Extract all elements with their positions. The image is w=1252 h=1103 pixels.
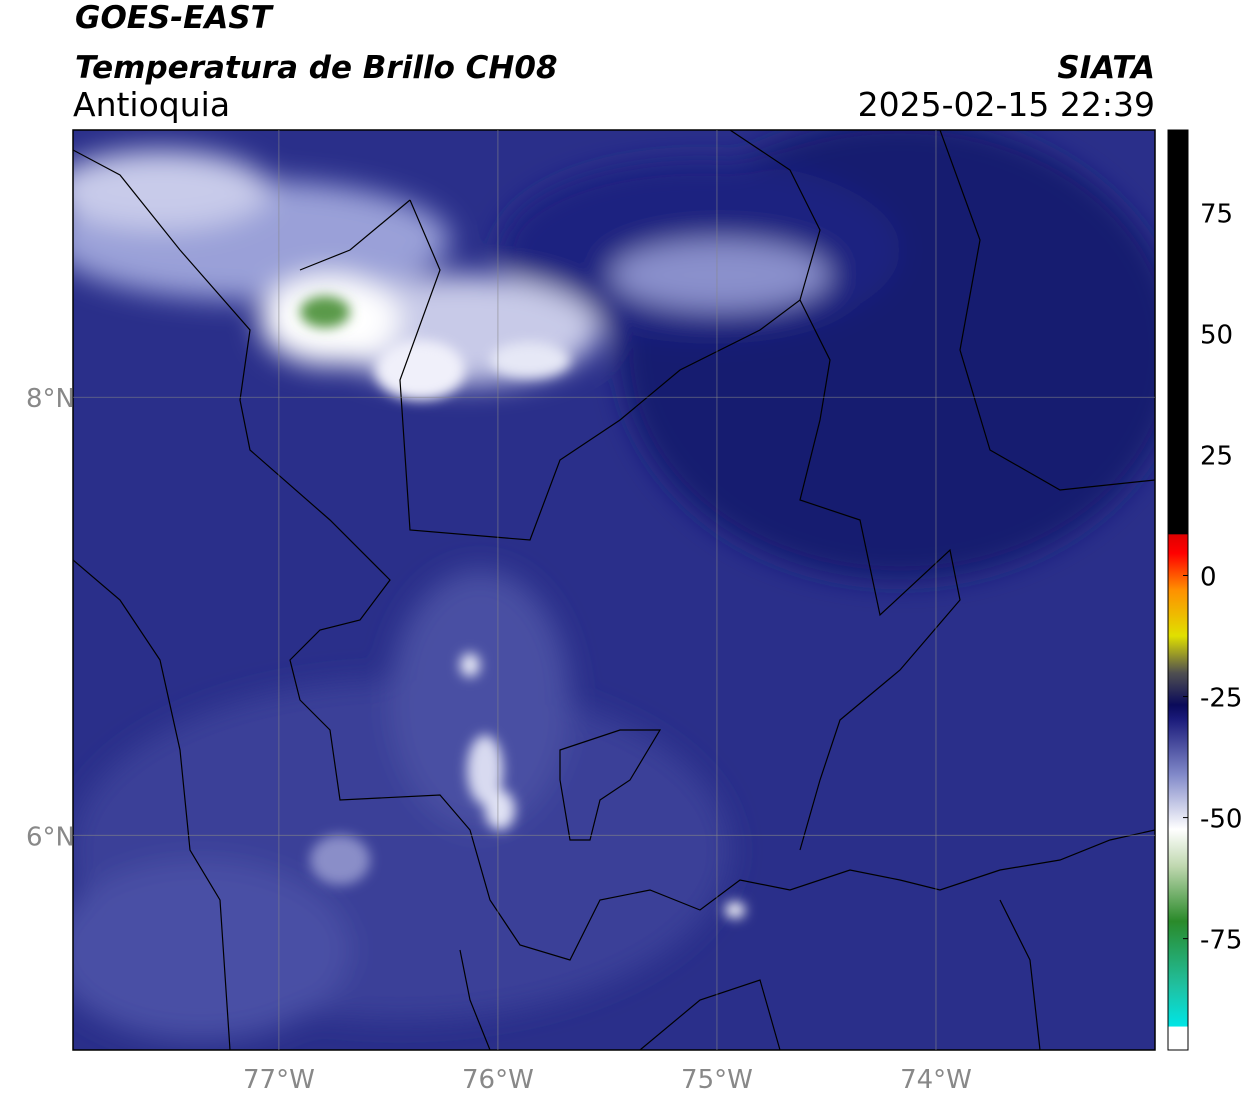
- satellite-image: [73, 130, 1155, 1050]
- colorbar-tick-label: 25: [1200, 441, 1233, 471]
- x-tick-label: 77°W: [243, 1065, 315, 1095]
- x-tick-label: 74°W: [900, 1065, 972, 1095]
- colorbar-tick-label: 0: [1200, 562, 1217, 592]
- x-tick-label: 76°W: [462, 1065, 534, 1095]
- source: SIATA: [1057, 50, 1155, 86]
- datetime: 2025-02-15 22:39: [858, 85, 1155, 124]
- colorbar-tick-label: -75: [1200, 926, 1242, 956]
- map-frame: [72, 129, 1156, 1051]
- x-tick-label: 75°W: [681, 1065, 753, 1095]
- colorbar-tick-label: -25: [1200, 684, 1242, 714]
- y-tick-label: 8°N: [26, 384, 75, 414]
- colorbar-tick-label: 50: [1200, 320, 1233, 350]
- colorbar-tick-label: -50: [1200, 805, 1242, 835]
- region: Antioquia: [73, 85, 230, 124]
- title: GOES-EAST: [75, 0, 275, 36]
- colorbar: [1167, 129, 1189, 1051]
- subtitle: Temperatura de Brillo CH08: [75, 50, 558, 86]
- y-tick-label: 6°N: [26, 822, 75, 852]
- colorbar-tick-label: 75: [1200, 199, 1233, 229]
